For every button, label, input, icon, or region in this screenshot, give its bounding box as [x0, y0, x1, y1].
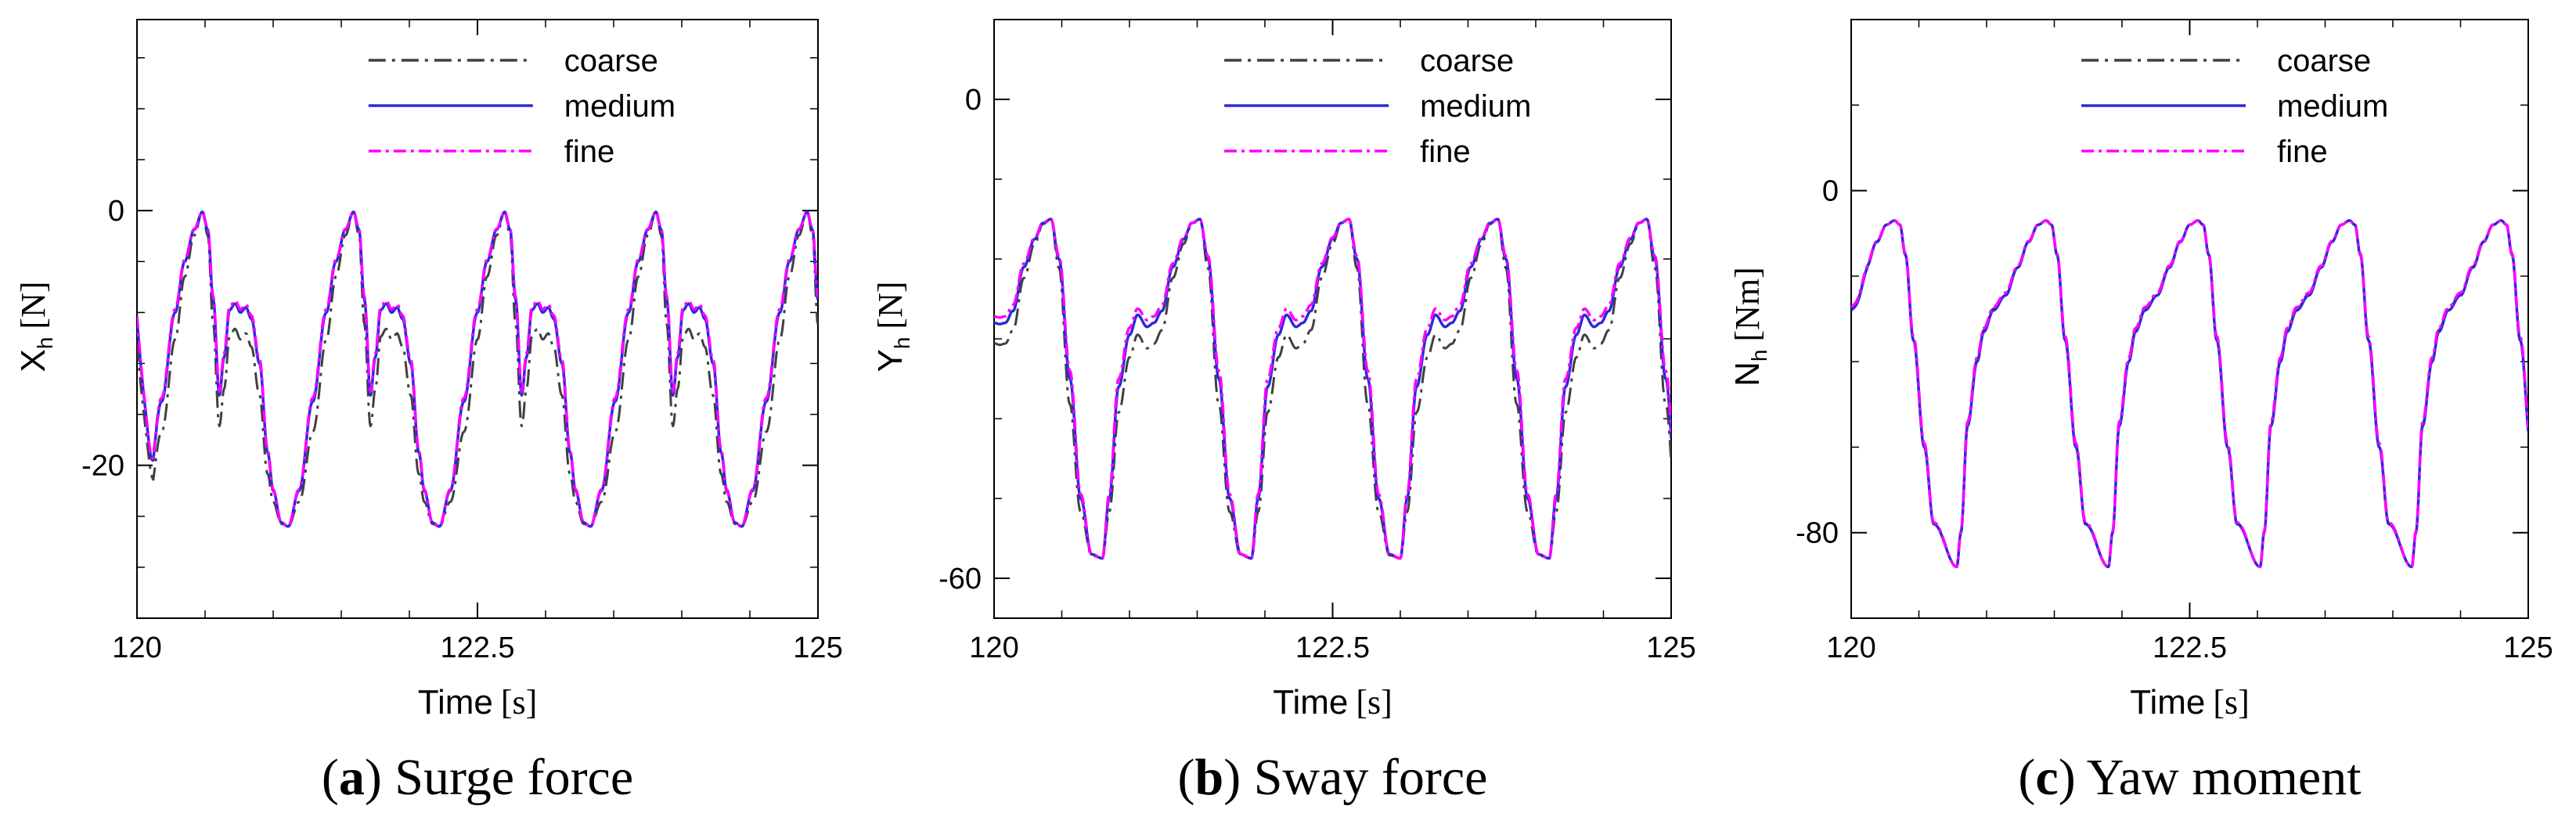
series-line-medium	[1851, 219, 2528, 569]
series-line-fine	[994, 218, 1671, 560]
series-lines	[137, 210, 818, 528]
x-tick-label: 125	[1646, 631, 1695, 664]
series-line-fine	[137, 210, 818, 528]
series-line-medium	[137, 210, 818, 528]
series-line-fine	[1851, 219, 2528, 569]
plot-frame	[136, 19, 819, 619]
chart-panel-b: 120 122.5 125 0 -60 Time [s] Yh[N] coarse medium f…	[871, 19, 1696, 806]
legend-label-coarse: coarse	[1420, 44, 1514, 78]
legend-label-fine: fine	[564, 135, 615, 169]
y-tick-label: -80	[1796, 517, 1839, 550]
legend-label-coarse: coarse	[564, 44, 658, 78]
series-lines	[1851, 219, 2528, 569]
x-tick-label: 122.5	[2153, 631, 2227, 664]
x-tick-label: 125	[793, 631, 842, 664]
legend-label-medium: medium	[1420, 89, 1531, 124]
x-tick-label: 122.5	[1295, 631, 1370, 664]
x-axis-label: Time [s]	[418, 683, 538, 721]
y-tick-label: 0	[108, 195, 124, 228]
y-tick-label: -60	[939, 563, 982, 596]
y-tick-label: 0	[965, 84, 982, 117]
legend-label-fine: fine	[1420, 135, 1471, 169]
y-tick-label: -20	[81, 450, 124, 483]
y-axis-label: Xh[N]	[14, 281, 57, 372]
legend-label-coarse: coarse	[2277, 44, 2371, 78]
x-tick-label: 120	[1826, 631, 1875, 664]
x-tick-label: 122.5	[440, 631, 514, 664]
plot-frame	[1850, 19, 2529, 619]
legend-label-fine: fine	[2277, 135, 2328, 169]
x-axis-label: Time [s]	[2130, 683, 2250, 721]
x-axis-label: Time [s]	[1273, 683, 1392, 721]
series-line-coarse	[137, 210, 818, 528]
x-tick-label: 120	[969, 631, 1018, 664]
plot-frame	[993, 19, 1672, 619]
series-lines	[994, 218, 1671, 560]
x-tick-label: 120	[112, 631, 161, 664]
panel-caption: (a) Surge force	[322, 749, 633, 806]
legend-label-medium: medium	[564, 89, 676, 124]
panel-caption: (b) Sway force	[1178, 749, 1488, 806]
y-axis-label: Nh[Nm]	[1728, 267, 1771, 387]
panel-caption: (c) Yaw moment	[2018, 749, 2361, 806]
x-tick-label: 125	[2503, 631, 2553, 664]
chart-panel-c: 120 122.5 125 0 -80 Time [s] Nh[Nm] coarse medium…	[1728, 19, 2553, 806]
series-line-coarse	[994, 218, 1671, 560]
y-tick-label: 0	[1822, 175, 1839, 208]
y-axis-label: Yh[N]	[871, 281, 914, 372]
chart-panel-a: 120 122.5 125 0 -20 Time [s] Xh[N] coarse medium f…	[14, 19, 843, 806]
legend-label-medium: medium	[2277, 89, 2388, 124]
